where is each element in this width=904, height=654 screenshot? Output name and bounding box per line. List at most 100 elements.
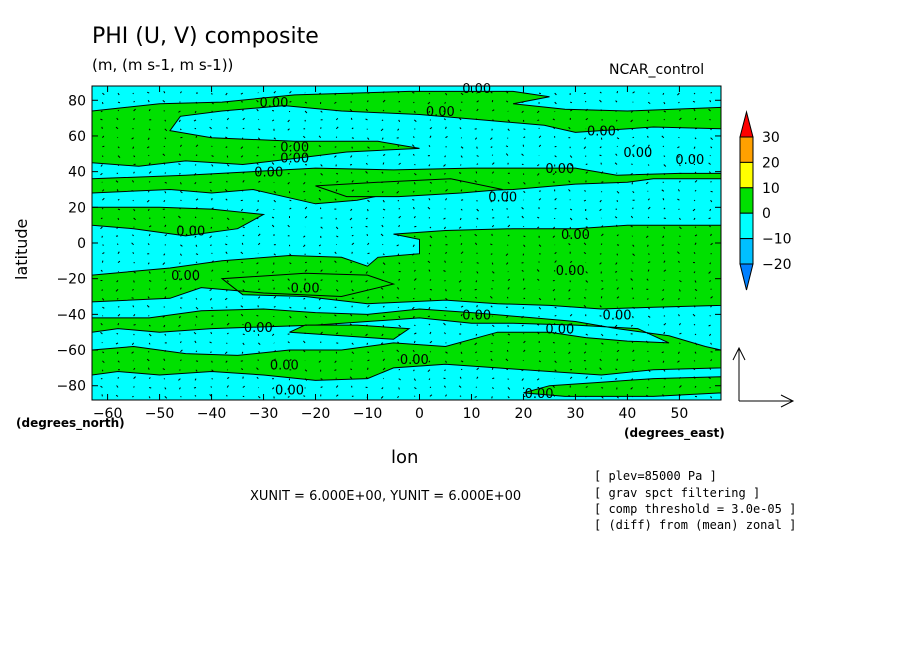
wind-vector [445,297,448,301]
wind-vector [585,118,589,121]
wind-vector [195,135,198,138]
wind-vector [647,378,650,381]
case-name: NCAR_control [609,62,705,78]
wind-vector [351,146,353,149]
wind-vector [491,367,494,370]
wind-vector [148,225,152,228]
wind-vector [584,190,587,192]
wind-vector [663,385,666,388]
wind-vector [443,332,446,335]
wind-vector [632,144,635,148]
wind-vector [476,100,479,103]
wind-vector [273,137,277,140]
wind-vector [162,153,166,156]
wind-vector [694,117,697,121]
wind-vector [585,217,588,221]
wind-vector [445,135,448,139]
wind-vector [381,191,384,194]
wind-vector [694,242,697,246]
wind-vector [100,331,103,335]
wind-vector [147,296,150,299]
wind-vector [115,289,119,292]
wind-vector [647,315,651,318]
wind-vector [662,235,665,238]
wind-vector [646,394,649,397]
wind-vector [211,323,214,326]
wind-vector [647,244,649,247]
wind-vector [287,224,290,228]
wind-vector [349,376,353,379]
wind-vector [320,386,323,388]
wind-vector [147,262,150,265]
ref-vector-horizontal-head [780,394,795,408]
wind-vector [412,91,415,94]
x-tick-label: −40 [197,406,227,422]
wind-vector [226,117,229,121]
wind-vector [413,173,417,176]
wind-vector [678,243,680,246]
wind-vector [475,386,478,388]
contour-label: 0.00 [545,323,574,338]
wind-vector [211,260,214,263]
wind-vector [273,90,276,94]
wind-vector [303,297,306,300]
wind-vector [131,189,134,192]
wind-vector [133,386,135,388]
wind-vector [396,296,399,299]
wind-vector [336,180,339,183]
wind-vector [491,387,494,389]
wind-vector [630,225,633,228]
wind-vector [662,198,665,201]
plot-area: 0.000.000.000.000.000.000.000.00 0.000.00… [56,82,722,422]
wind-vector [287,278,290,281]
wind-vector [413,340,416,344]
wind-vector [271,271,275,274]
wind-vector [162,262,166,265]
wind-vector [490,243,493,246]
wind-vector [708,108,711,112]
wind-vector [226,155,229,158]
wind-vector [195,315,198,318]
wind-vector [429,190,432,192]
wind-vector [490,91,493,94]
wind-vector [427,315,431,318]
wind-vector [194,269,197,272]
wind-vector [647,306,650,310]
wind-vector [241,189,244,192]
wind-vector [211,207,214,210]
wind-vector [367,359,370,362]
wind-vector [427,101,431,105]
wind-vector [211,101,214,105]
wind-vector [537,226,540,229]
wind-vector [505,90,509,94]
wind-vector [614,324,618,328]
wind-vector [179,341,182,344]
wind-vector [663,331,666,335]
wind-vector [164,350,167,353]
wind-vector [318,244,322,247]
wind-vector [101,207,104,210]
wind-vector [193,278,197,281]
wind-vector [445,235,447,238]
wind-vector [304,269,308,272]
wind-vector [195,306,199,310]
wind-vector [428,323,431,326]
wind-vector [521,215,524,219]
wind-vector [242,180,245,183]
wind-vector [647,369,651,372]
wind-vector [615,262,618,265]
wind-vector [662,126,665,130]
wind-vector [552,172,555,176]
wind-vector [443,270,446,272]
wind-vector [552,235,556,238]
wind-vector [662,92,665,95]
wind-vector [412,297,415,300]
y-tick-label: −80 [56,379,86,395]
wind-vector [133,155,136,158]
wind-vector [273,296,277,299]
wind-vector [492,377,495,380]
wind-vector [116,243,119,246]
wind-vector [537,278,540,281]
wind-vector [460,92,464,96]
